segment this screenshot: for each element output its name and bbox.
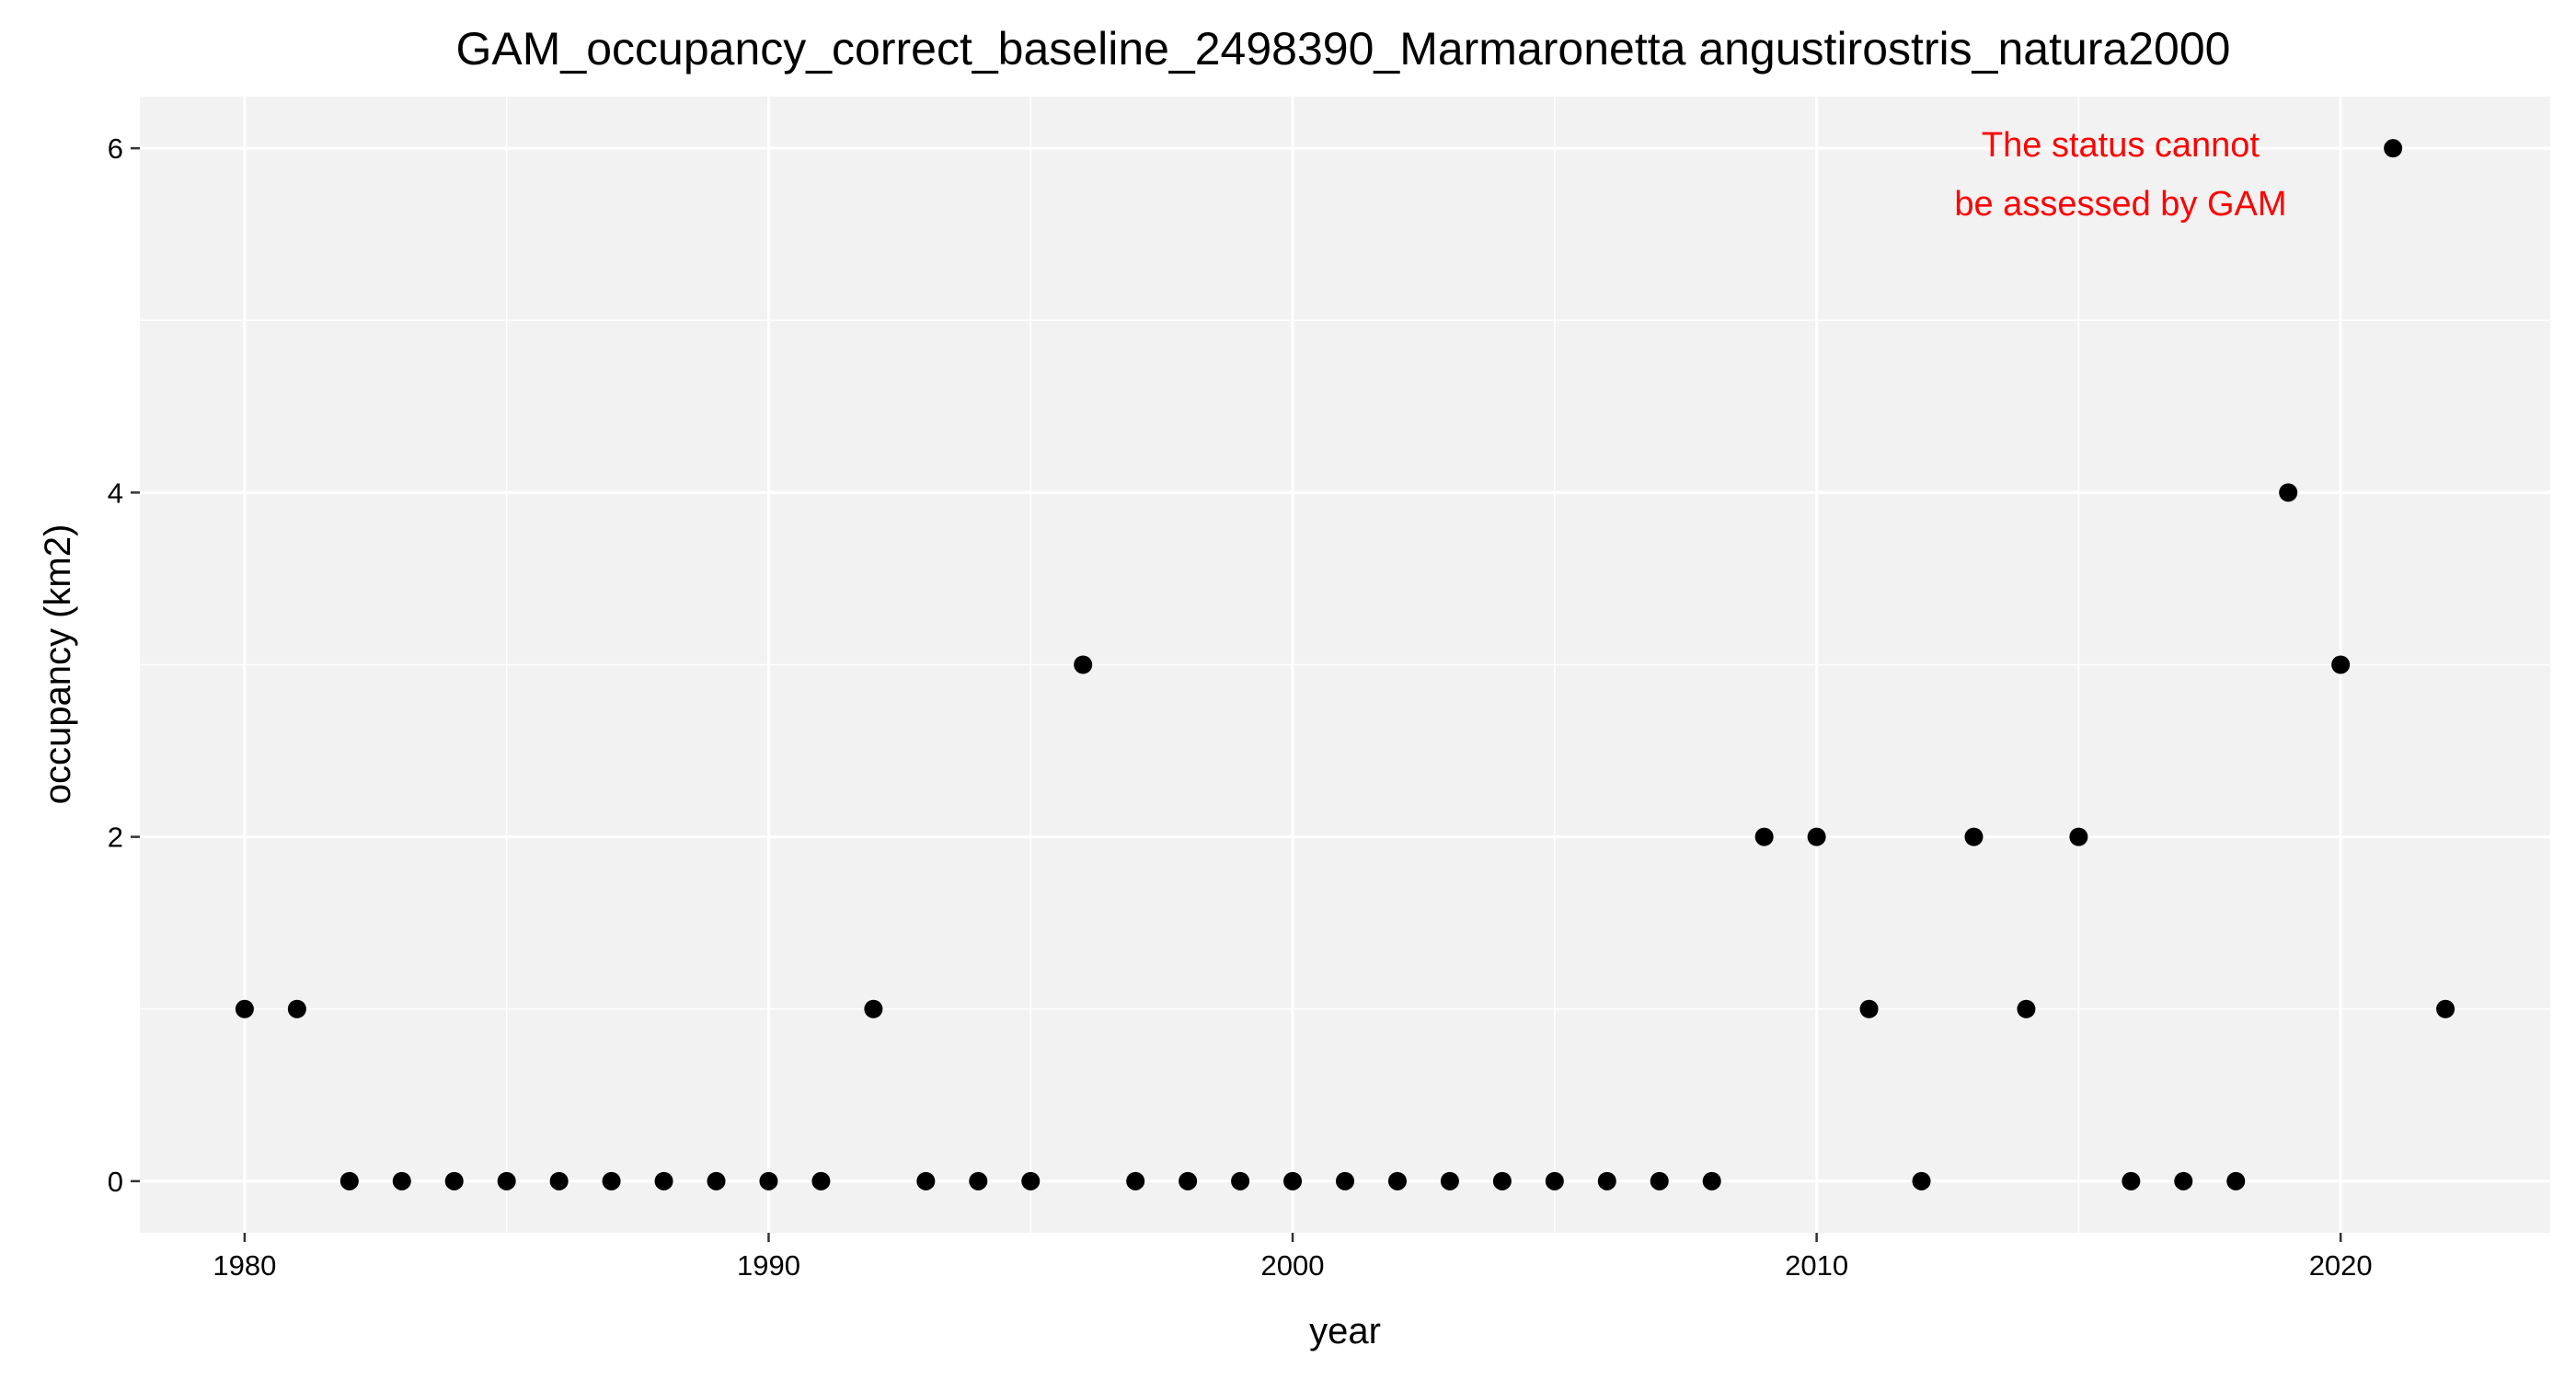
data-points — [235, 139, 2455, 1190]
x-tick-label: 2020 — [2309, 1249, 2373, 1282]
data-point — [2069, 827, 2088, 846]
data-point — [864, 999, 883, 1018]
data-point — [1336, 1171, 1354, 1190]
data-point — [1807, 827, 1826, 846]
data-point — [287, 999, 306, 1018]
data-point — [1440, 1171, 1459, 1190]
data-point — [1492, 1171, 1512, 1190]
chart-title: GAM_occupancy_correct_baseline_2498390_M… — [456, 23, 2231, 75]
data-point — [969, 1171, 988, 1190]
y-tick-label: 2 — [108, 822, 123, 854]
data-point — [811, 1171, 831, 1190]
data-point — [1074, 655, 1093, 674]
data-point — [2122, 1171, 2141, 1190]
data-point — [1597, 1171, 1616, 1190]
data-point — [2384, 139, 2403, 158]
data-point — [2331, 655, 2351, 674]
grid-major — [140, 97, 2550, 1233]
data-point — [1283, 1171, 1303, 1190]
data-point — [759, 1171, 778, 1190]
data-point — [1179, 1171, 1198, 1190]
data-point — [654, 1171, 673, 1190]
data-point — [235, 999, 254, 1018]
data-point — [1650, 1171, 1669, 1190]
data-point — [549, 1171, 569, 1190]
y-tick-label: 4 — [108, 477, 123, 509]
x-tick-label: 2000 — [1261, 1249, 1325, 1282]
y-axis: 0 2 4 6 — [108, 132, 140, 1198]
data-point — [2174, 1171, 2193, 1190]
annotation-line: be assessed by GAM — [1954, 185, 2286, 224]
data-point — [1126, 1171, 1145, 1190]
data-point — [2017, 999, 2036, 1018]
data-point — [392, 1171, 411, 1190]
data-point — [2226, 1171, 2246, 1190]
data-point — [339, 1171, 359, 1190]
y-tick-label: 6 — [108, 132, 123, 165]
data-point — [444, 1171, 464, 1190]
status-annotation: The status cannot be assessed by GAM — [1954, 126, 2286, 224]
data-point — [1859, 999, 1879, 1018]
y-tick-label: 0 — [108, 1166, 123, 1198]
data-point — [916, 1171, 936, 1190]
data-point — [707, 1171, 726, 1190]
data-point — [2436, 999, 2455, 1018]
data-point — [2279, 483, 2298, 502]
x-axis-title: year — [1309, 1311, 1381, 1351]
x-tick-label: 2010 — [1785, 1249, 1848, 1282]
data-point — [602, 1171, 621, 1190]
x-tick-label: 1990 — [737, 1249, 800, 1282]
data-point — [1231, 1171, 1250, 1190]
data-point — [1545, 1171, 1564, 1190]
data-point — [1702, 1171, 1721, 1190]
data-point — [497, 1171, 516, 1190]
x-tick-label: 1980 — [213, 1249, 276, 1282]
data-point — [1912, 1171, 1931, 1190]
data-point — [1964, 827, 1984, 846]
x-axis: 1980 1990 2000 2010 2020 — [213, 1233, 2373, 1282]
data-point — [1021, 1171, 1041, 1190]
grid-minor — [140, 97, 2550, 1233]
data-point — [1754, 827, 1774, 846]
data-point — [1387, 1171, 1407, 1190]
y-axis-title: occupancy (km2) — [38, 524, 78, 805]
annotation-line: The status cannot — [1982, 126, 2260, 165]
